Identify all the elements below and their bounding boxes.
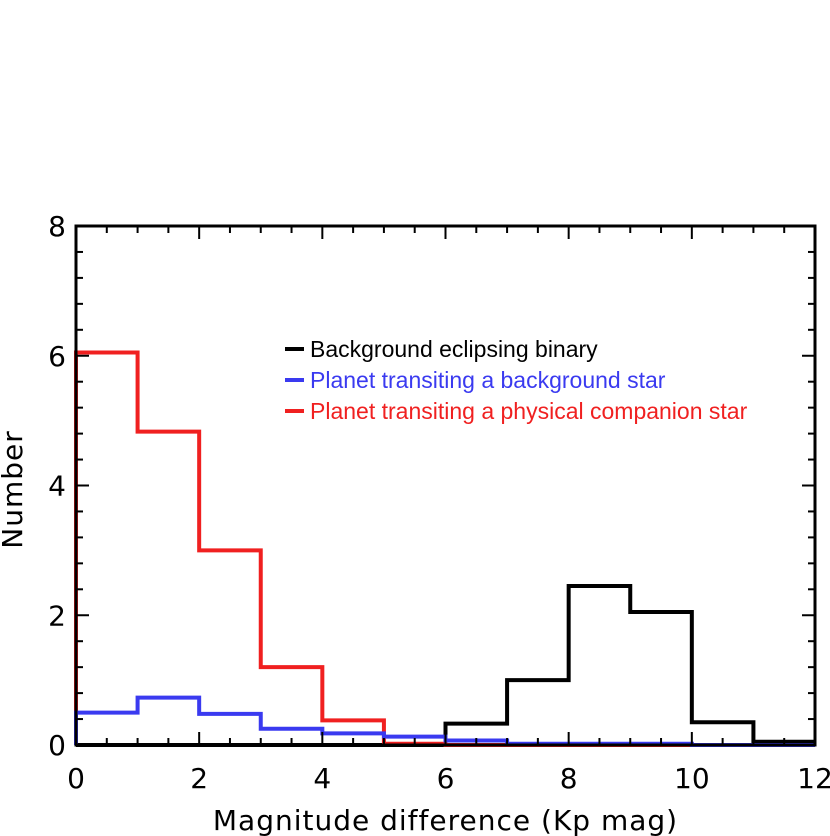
x-tick-label: 6	[437, 762, 455, 795]
x-tick-label: 4	[313, 762, 331, 795]
y-tick-labels: 0 2 4 6 8	[48, 210, 66, 762]
y-tick-label: 4	[48, 470, 66, 503]
x-tick-labels: 0 2 4 6 8 10 12	[67, 762, 830, 795]
x-tick-label: 2	[190, 762, 208, 795]
y-tick-label: 2	[48, 599, 66, 632]
x-tick-label: 8	[560, 762, 578, 795]
legend-label: Background eclipsing binary	[310, 336, 598, 362]
x-tick-label: 0	[67, 762, 85, 795]
y-tick-label: 6	[48, 340, 66, 373]
y-tick-label: 8	[48, 210, 66, 243]
plot-frame	[74, 224, 817, 747]
axis-ticks	[75, 225, 816, 746]
legend-label: Planet transiting a physical companion s…	[310, 398, 748, 424]
series-background-eclipsing-binary	[76, 584, 815, 747]
x-tick-label: 10	[674, 762, 710, 795]
x-tick-label: 12	[797, 762, 830, 795]
legend-label: Planet transiting a background star	[310, 367, 666, 393]
x-axis-title: Magnitude difference (Kp mag)	[213, 804, 678, 836]
y-tick-label: 0	[48, 729, 66, 762]
legend: Background eclipsing binary Planet transi…	[285, 336, 748, 424]
y-axis-title: Number	[0, 430, 29, 548]
